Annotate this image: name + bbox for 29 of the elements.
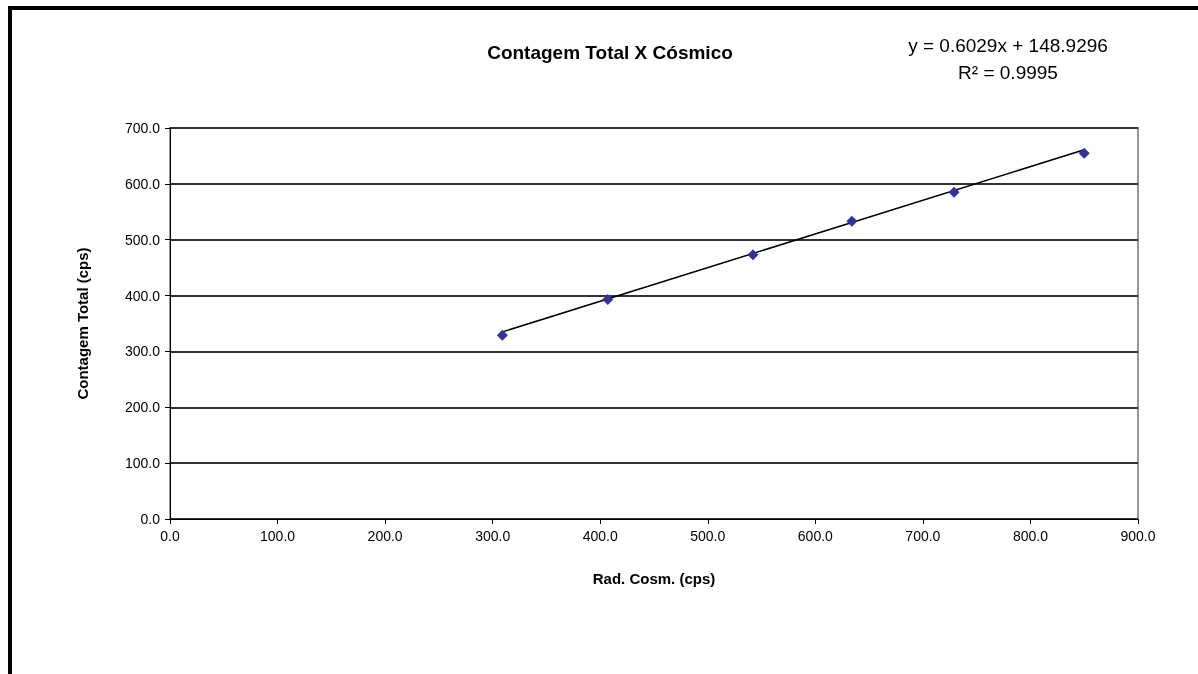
x-tick-label: 0.0	[160, 528, 180, 544]
x-tick-label: 500.0	[690, 528, 726, 544]
text: R² = 0.9995	[958, 62, 1058, 83]
y-tick-label: 200.0	[124, 399, 161, 416]
text: y = 0.6029x + 148.9296	[908, 35, 1108, 56]
x-axis-title: Rad. Cosm. (cps)	[592, 570, 716, 587]
x-tick-label: 600.0	[797, 528, 834, 544]
y-tick-label: 500.0	[124, 231, 161, 248]
chart-title: Contagem Total X Cósmico	[487, 42, 733, 63]
y-tick-label: 300.0	[124, 343, 161, 360]
point	[948, 186, 960, 198]
point	[602, 293, 614, 305]
point	[747, 249, 759, 261]
x-tick-label: 700.0	[905, 528, 941, 544]
point	[846, 215, 858, 227]
x-tick-label: 200.0	[367, 528, 403, 544]
x-tick-label: 100.0	[260, 528, 296, 544]
point	[1078, 147, 1090, 159]
x-tick-label: 900.0	[1120, 528, 1156, 544]
x-tick-label: 300.0	[475, 528, 511, 544]
x-tick-label: 400.0	[582, 528, 618, 544]
y-tick-label: 0.0	[140, 511, 161, 527]
y-tick-label: 600.0	[124, 175, 161, 192]
point	[496, 329, 508, 341]
y-tick-label: 100.0	[124, 455, 161, 472]
x-tick-label: 800.0	[1012, 528, 1049, 544]
y-axis-title: Contagem Total (cps)	[74, 247, 91, 400]
y-tick-label: 400.0	[124, 287, 161, 304]
y-tick-label: 700.0	[124, 120, 161, 136]
